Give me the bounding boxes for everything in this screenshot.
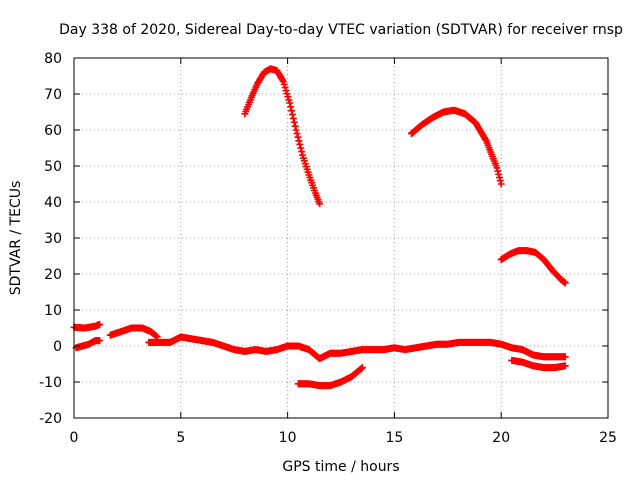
y-tick-label: 50 — [44, 159, 62, 175]
data-point — [561, 362, 569, 370]
data-point — [96, 337, 104, 345]
x-tick-label: 10 — [279, 430, 297, 446]
data-point — [290, 118, 298, 126]
data-point — [292, 126, 300, 134]
data-point — [497, 180, 505, 188]
data-points — [70, 65, 569, 390]
series-sat-arc-9 — [508, 356, 569, 372]
data-point — [289, 114, 297, 122]
axis-ticks: 0 5 10 15 20 25 -20 -10 0 10 20 30 40 50 60 70 80 — [39, 51, 617, 446]
data-point — [561, 353, 569, 361]
data-point — [297, 144, 305, 152]
data-point — [295, 137, 303, 145]
data-point — [494, 167, 502, 175]
x-tick-label: 15 — [385, 430, 403, 446]
y-tick-label: 30 — [44, 231, 62, 247]
x-axis-label: GPS time / hours — [282, 459, 399, 475]
y-tick-label: -20 — [39, 411, 62, 427]
y-tick-label: -10 — [39, 375, 62, 391]
data-point — [293, 130, 301, 138]
data-point — [495, 170, 503, 178]
data-point — [495, 174, 503, 182]
data-point — [296, 140, 304, 148]
x-tick-label: 25 — [599, 430, 617, 446]
data-point — [481, 135, 489, 143]
y-tick-label: 20 — [44, 267, 62, 283]
y-tick-label: 0 — [53, 339, 62, 355]
data-point — [286, 99, 294, 107]
y-tick-label: 10 — [44, 303, 62, 319]
x-tick-label: 20 — [492, 430, 510, 446]
y-tick-label: 60 — [44, 123, 62, 139]
series-sat-arc-7 — [407, 106, 505, 188]
series-sat-arc-4 — [145, 333, 569, 363]
data-point — [291, 122, 299, 130]
series-sat-arc-2 — [72, 337, 104, 352]
data-point — [496, 177, 504, 185]
data-point — [288, 111, 296, 119]
series-sat-arc-5 — [294, 364, 366, 390]
data-point — [493, 164, 501, 172]
data-point — [96, 320, 104, 328]
data-point — [561, 279, 569, 287]
series-sat-arc-1 — [70, 320, 104, 332]
y-tick-label: 70 — [44, 87, 62, 103]
x-tick-label: 0 — [70, 430, 79, 446]
y-tick-label: 40 — [44, 195, 62, 211]
data-point — [298, 148, 306, 156]
x-tick-label: 5 — [176, 430, 185, 446]
data-point — [287, 103, 295, 111]
data-point — [288, 107, 296, 115]
y-tick-label: 80 — [44, 51, 62, 67]
data-point — [316, 200, 324, 208]
series-sat-arc-3 — [106, 324, 161, 341]
chart-title: Day 338 of 2020, Sidereal Day-to-day VTE… — [59, 22, 623, 38]
series-sat-arc-8 — [497, 247, 569, 287]
data-point — [294, 133, 302, 141]
y-axis-label: SDTVAR / TECUs — [8, 181, 24, 296]
data-point — [358, 364, 366, 372]
series-sat-arc-6 — [241, 65, 324, 208]
